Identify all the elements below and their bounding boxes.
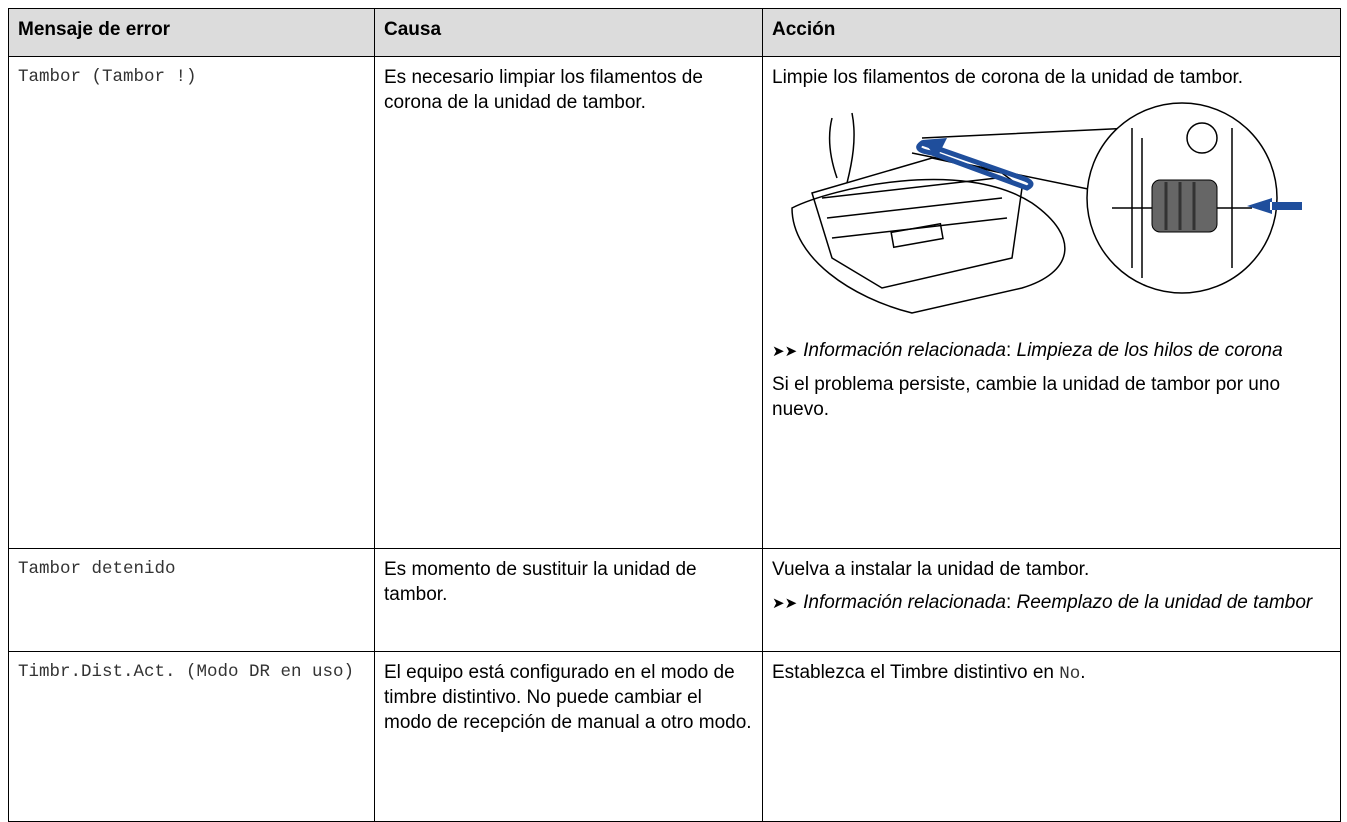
header: Mensaje de error [8, 8, 375, 57]
related-info: ➤➤ Información relacionada: Limpieza de l… [772, 340, 1283, 361]
header: Causa [374, 8, 763, 57]
related-info: ➤➤ Información relacionada: Reemplazo de … [772, 592, 1313, 613]
header: Acción [762, 8, 1341, 57]
row: Tambor detenido Es momento de sustituir … [8, 548, 1341, 652]
action-text: Establezca el Timbre distintivo en [772, 662, 1060, 683]
separator: : [1005, 340, 1012, 361]
action-text: Vuelva a instalar la unidad de tambor. [772, 559, 1090, 580]
message: Tambor (Tambor !) [8, 56, 375, 549]
action-text: Limpie los filamentos de corona de la un… [772, 67, 1244, 88]
related-link[interactable]: Reemplazo de la unidad de tambor [1016, 592, 1313, 613]
header-row: Mensaje de error Causa Acción [8, 8, 1341, 57]
illustration [791, 102, 1302, 314]
related-label: Información relacionada [803, 592, 1006, 613]
row: Tambor (Tambor !) Es necesario limpiar l… [8, 56, 1341, 549]
action: Vuelva a instalar la unidad de tambor. ➤… [762, 548, 1341, 652]
cause: El equipo está configurado en el modo de… [374, 651, 763, 822]
action-note: Si el problema persiste, cambie la unida… [772, 374, 1281, 420]
error-table: Mensaje de error Causa Acción Tambor (Ta… [8, 8, 1341, 822]
cause: Es necesario limpiar los filamentos de c… [374, 56, 763, 549]
separator: : [1005, 592, 1012, 613]
related-label: Información relacionada [803, 340, 1006, 361]
row: Timbr.Dist.Act. (Modo DR en uso) El equi… [8, 651, 1341, 822]
related-link[interactable]: Limpieza de los hilos de corona [1016, 340, 1283, 361]
action: Limpie los filamentos de corona de la un… [762, 56, 1341, 549]
action: Establezca el Timbre distintivo en No. [762, 651, 1341, 822]
code: No [1059, 664, 1081, 684]
action-text: . [1080, 662, 1086, 683]
message: Timbr.Dist.Act. (Modo DR en uso) [8, 651, 375, 822]
message: Tambor detenido [8, 548, 375, 652]
cause: Es momento de sustituir la unidad de tam… [374, 548, 763, 652]
